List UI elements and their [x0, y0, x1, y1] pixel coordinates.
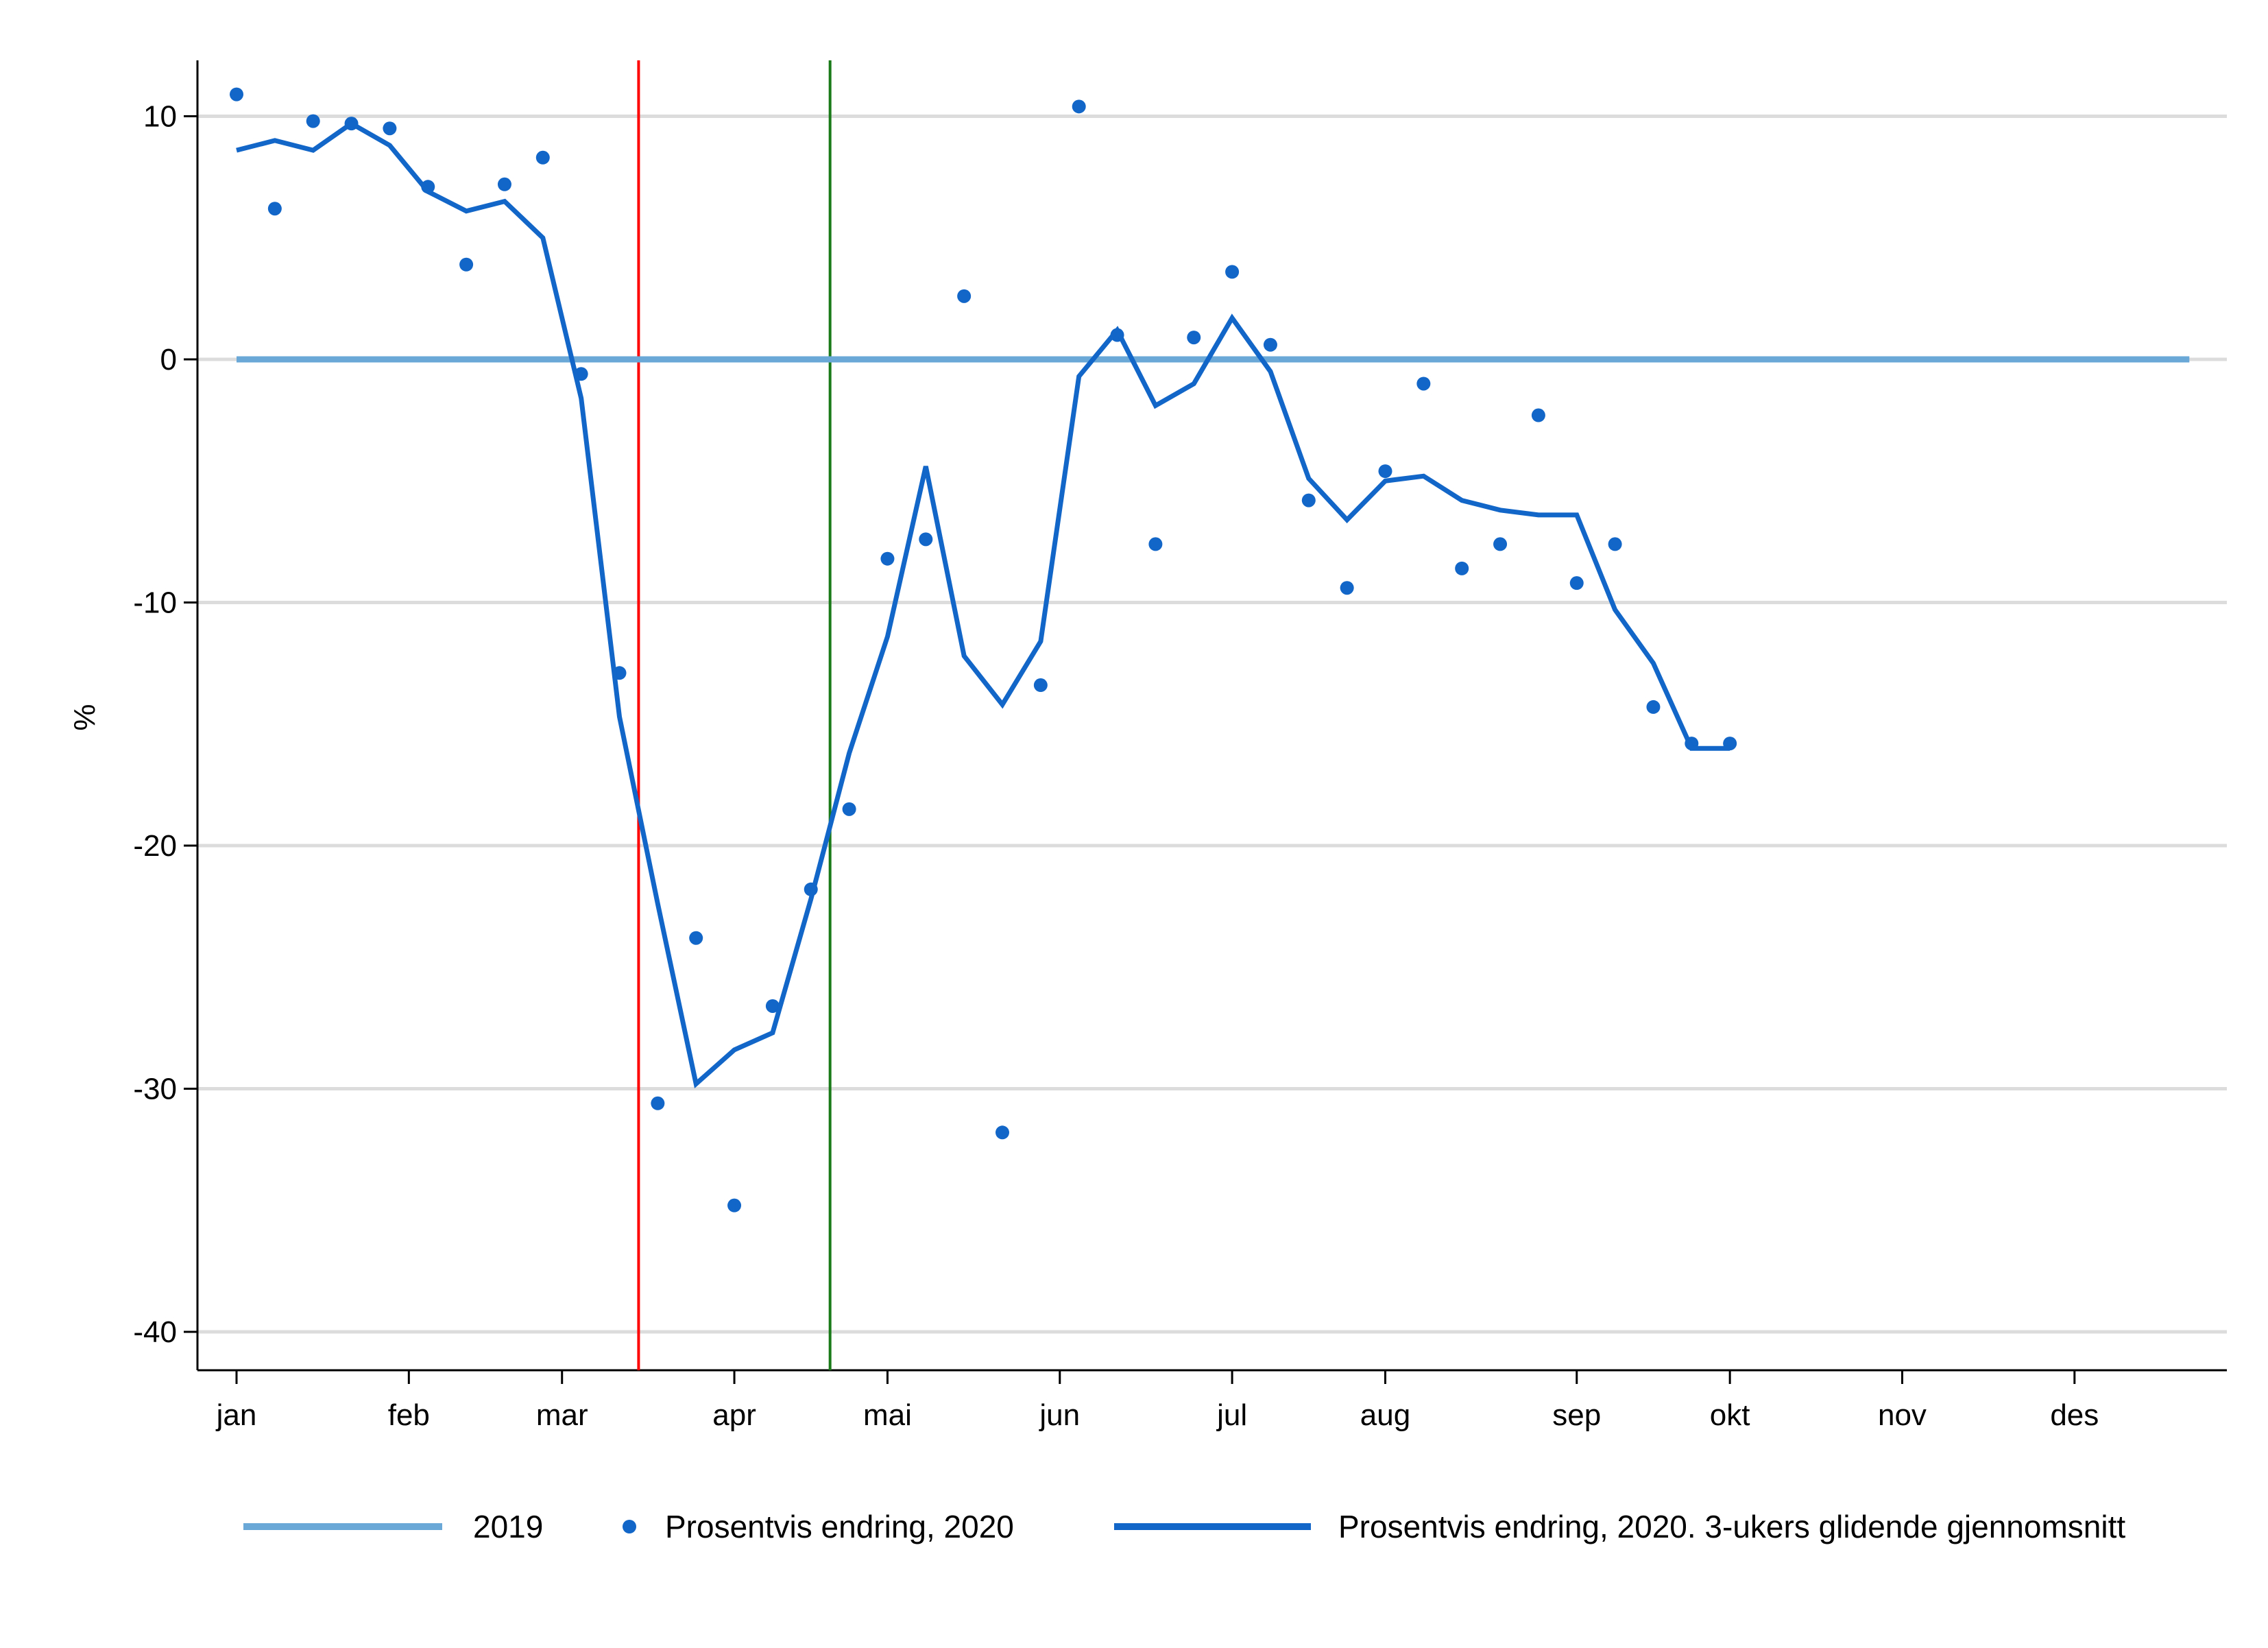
data-point [1531, 408, 1545, 422]
data-point [1493, 537, 1508, 551]
data-point [1608, 537, 1622, 551]
x-tick-label-des: des [2050, 1398, 2099, 1432]
data-point [267, 202, 282, 216]
tick-labels: 10 0 -10 -20 -30 -40 jan feb mar apr mai jun jul aug s… [133, 100, 2099, 1433]
x-tick-label-sep: sep [1552, 1398, 1601, 1432]
data-point [689, 931, 703, 945]
data-point [996, 1125, 1009, 1140]
legend-swatch-1 [623, 1520, 636, 1533]
y-tick-label: -30 [133, 1073, 177, 1106]
legend-label-0: 2019 [473, 1509, 543, 1544]
x-tick-label-jun: jun [1038, 1398, 1080, 1432]
legend: 2019 Prosentvis endring, 2020 Prosentvis e… [243, 1509, 2125, 1544]
data-point [535, 150, 550, 165]
data-point [1378, 464, 1392, 479]
data-point [727, 1198, 742, 1213]
data-point [230, 87, 243, 101]
data-point [1263, 337, 1277, 352]
y-tick-label: -10 [133, 586, 177, 620]
data-point [497, 177, 511, 191]
data-point [1646, 700, 1661, 714]
y-tick-label: -20 [133, 829, 177, 863]
data-point [957, 289, 972, 303]
data-point [765, 999, 780, 1013]
x-tick-label-jul: jul [1216, 1398, 1247, 1432]
x-tick-label-mar: mar [536, 1398, 588, 1432]
x-tick-label-okt: okt [1710, 1398, 1750, 1432]
event-lines [637, 60, 832, 1370]
data-point [1072, 99, 1086, 114]
data-point [1187, 331, 1201, 345]
data-point [842, 802, 856, 816]
x-tick-label-feb: feb [388, 1398, 430, 1432]
series-line-moving-average [236, 120, 1730, 1089]
data-point [383, 121, 397, 136]
y-tick-label: -40 [133, 1315, 177, 1349]
data-point [1033, 678, 1048, 693]
data-point [880, 551, 895, 566]
data-point [459, 257, 474, 272]
data-point [1340, 581, 1354, 595]
data-point [1455, 561, 1469, 575]
legend-label-2: Prosentvis endring, 2020. 3-ukers gliden… [1338, 1509, 2125, 1544]
x-tick-label-aug: aug [1360, 1398, 1410, 1432]
gridlines [197, 115, 2227, 1334]
data-point [1416, 377, 1431, 391]
x-tick-label-nov: nov [1878, 1398, 1927, 1432]
data-point [1569, 576, 1584, 590]
x-tick-label-apr: apr [712, 1398, 756, 1432]
x-tick-label-jan: jan [215, 1398, 257, 1432]
data-point [651, 1096, 665, 1110]
y-tick-label: 0 [160, 343, 177, 377]
y-axis-label: % [68, 704, 101, 730]
y-tick-label: 10 [143, 100, 177, 134]
data-point [1148, 537, 1163, 551]
data-point [1301, 493, 1316, 507]
data-point [306, 114, 320, 128]
data-point [919, 532, 933, 547]
axes [184, 60, 2227, 1384]
series-layer [230, 87, 2190, 1213]
x-tick-label-mai: mai [863, 1398, 912, 1432]
legend-label-1: Prosentvis endring, 2020 [665, 1509, 1014, 1544]
data-point [1225, 265, 1240, 279]
